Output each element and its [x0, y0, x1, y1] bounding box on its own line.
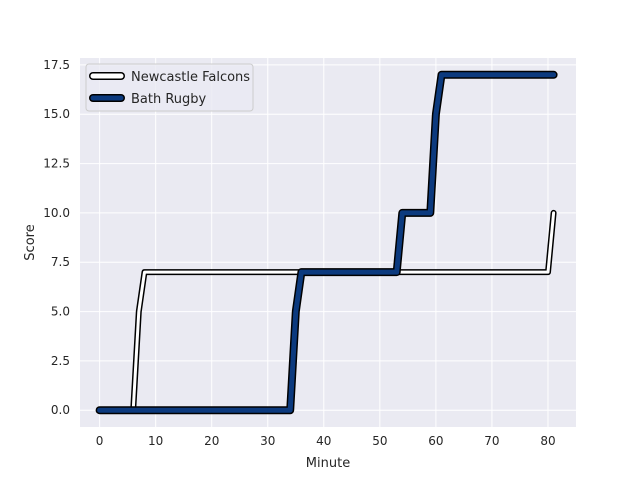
legend-label-newcastle: Newcastle Falcons	[131, 70, 250, 85]
y-axis-label: Score	[23, 224, 38, 260]
x-tick-label: 20	[204, 434, 219, 448]
series-line-bath-rugby	[97, 72, 557, 413]
x-tick-label: 0	[96, 434, 104, 448]
legend-box	[85, 63, 254, 112]
x-tick-label: 40	[316, 434, 331, 448]
x-axis-label: Minute	[306, 456, 350, 471]
y-tick-label: 15.0	[43, 107, 70, 121]
gridlines	[80, 58, 576, 427]
legend-label-bath: Bath Rugby	[131, 92, 207, 107]
y-tick-label: 0.0	[51, 403, 70, 417]
legend: Newcastle Falcons Bath Rugby	[85, 63, 254, 112]
y-tick-label: 12.5	[43, 157, 70, 171]
y-tick-label: 2.5	[51, 354, 70, 368]
y-tick-label: 5.0	[51, 305, 70, 319]
y-tick-label: 10.0	[43, 206, 70, 220]
series-lines	[95, 70, 558, 415]
y-tick-label: 17.5	[43, 58, 70, 72]
y-tick-label: 7.5	[51, 255, 70, 269]
x-tick-label: 10	[148, 434, 163, 448]
x-tick-label: 60	[428, 434, 443, 448]
y-tick-labels: 0.0 2.5 5.0 7.5 10.0 12.5 15.0 17.5	[43, 58, 70, 417]
x-tick-label: 50	[372, 434, 387, 448]
x-tick-label: 70	[484, 434, 499, 448]
x-tick-label: 80	[540, 434, 555, 448]
x-tick-labels: 0 10 20 30 40 50 60 70 80	[96, 434, 556, 448]
plot-area	[80, 58, 576, 427]
x-tick-label: 30	[260, 434, 275, 448]
